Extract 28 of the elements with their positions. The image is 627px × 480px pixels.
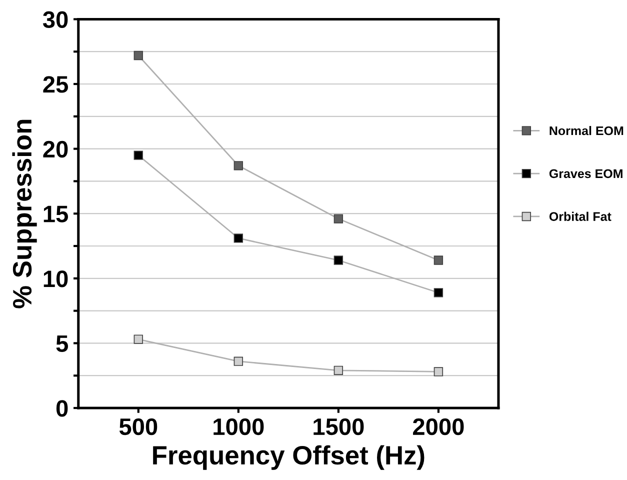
x-tick-label: 2000 — [413, 418, 464, 436]
y-tick-label: 30 — [42, 11, 68, 28]
legend-label: Orbital Fat — [549, 212, 612, 221]
x-tick-label: 1500 — [314, 418, 364, 436]
point — [334, 366, 344, 376]
point — [334, 256, 344, 265]
legend-label: Normal EOM — [550, 126, 624, 136]
point — [134, 334, 143, 344]
point — [434, 288, 444, 298]
x-tick-label: 1000 — [214, 418, 264, 436]
x-axis-title: Frequency Offset (Hz) — [153, 445, 424, 470]
point — [434, 367, 444, 376]
point — [234, 161, 243, 170]
point — [334, 214, 344, 224]
y-tick-label: 20 — [43, 140, 68, 158]
y-axis-title: % Suppression — [12, 120, 37, 308]
point — [234, 356, 243, 366]
point — [134, 150, 143, 160]
y-tick-label: 15 — [44, 206, 68, 222]
point — [434, 256, 444, 265]
legend-label: Graves EOM — [549, 169, 622, 178]
y-tick-label: 10 — [44, 270, 68, 288]
y-tick-label: 0 — [56, 400, 68, 417]
y-tick-label: 5 — [56, 336, 68, 352]
point — [234, 234, 243, 243]
point — [134, 50, 143, 60]
y-tick-label: 25 — [43, 76, 68, 93]
x-tick-label: 500 — [119, 418, 158, 436]
